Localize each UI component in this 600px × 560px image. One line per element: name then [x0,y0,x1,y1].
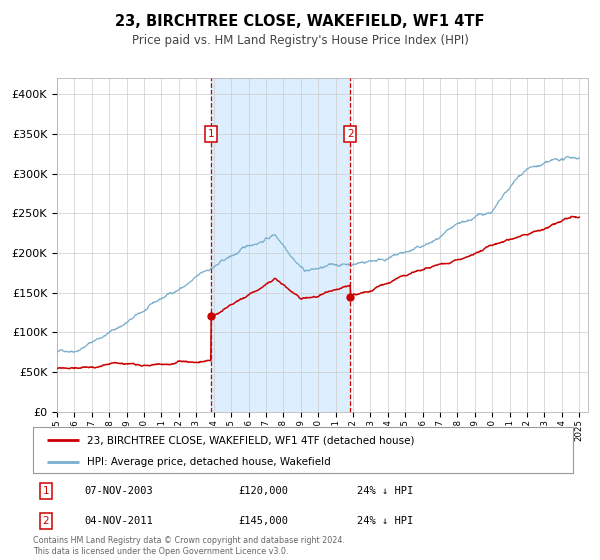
FancyBboxPatch shape [33,427,573,473]
Text: 2: 2 [347,129,353,139]
Text: 23, BIRCHTREE CLOSE, WAKEFIELD, WF1 4TF (detached house): 23, BIRCHTREE CLOSE, WAKEFIELD, WF1 4TF … [87,435,415,445]
Text: 24% ↓ HPI: 24% ↓ HPI [357,486,413,496]
Text: Contains HM Land Registry data © Crown copyright and database right 2024.
This d: Contains HM Land Registry data © Crown c… [33,536,345,556]
Text: 1: 1 [43,486,49,496]
Text: 1: 1 [208,129,214,139]
Text: HPI: Average price, detached house, Wakefield: HPI: Average price, detached house, Wake… [87,457,331,467]
Text: 24% ↓ HPI: 24% ↓ HPI [357,516,413,526]
Text: 23, BIRCHTREE CLOSE, WAKEFIELD, WF1 4TF: 23, BIRCHTREE CLOSE, WAKEFIELD, WF1 4TF [115,14,485,29]
Text: 07-NOV-2003: 07-NOV-2003 [84,486,153,496]
Text: Price paid vs. HM Land Registry's House Price Index (HPI): Price paid vs. HM Land Registry's House … [131,34,469,46]
Text: 2: 2 [43,516,49,526]
Text: £145,000: £145,000 [238,516,288,526]
Text: £120,000: £120,000 [238,486,288,496]
Bar [211,78,350,412]
Text: 04-NOV-2011: 04-NOV-2011 [84,516,153,526]
